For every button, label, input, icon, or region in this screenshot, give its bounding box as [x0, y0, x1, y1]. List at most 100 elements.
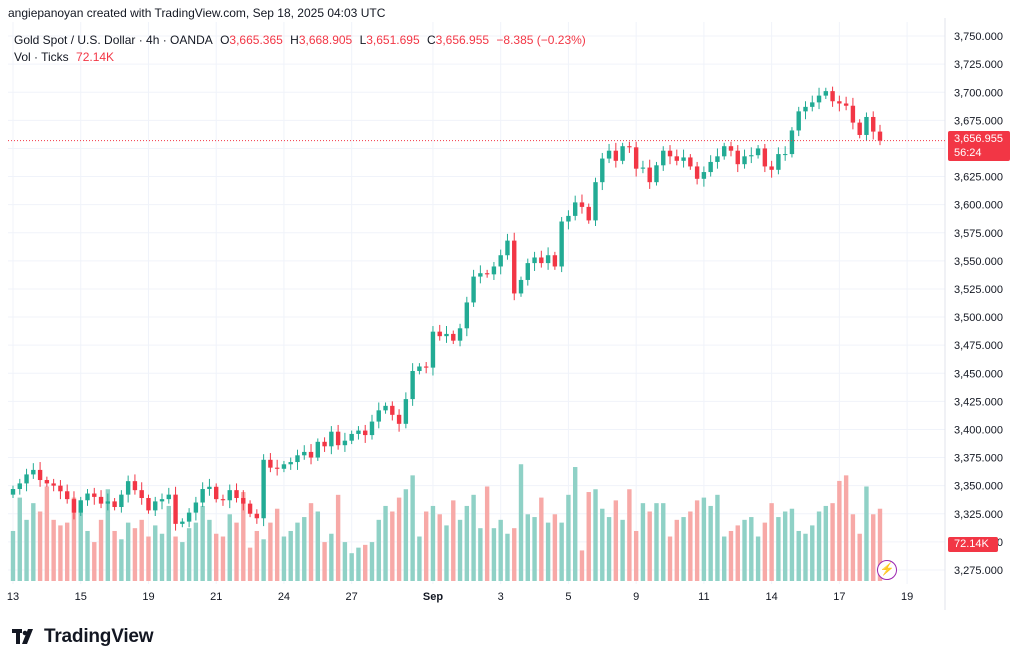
candle-body [586, 206, 591, 221]
tradingview-logo[interactable]: TradingView [12, 626, 154, 648]
price-tick-label: 3,725.000 [954, 59, 1003, 71]
candle-body [471, 276, 476, 303]
candle-body [593, 182, 598, 221]
volume-bar [356, 547, 361, 581]
lightning-icon[interactable]: ⚡ [877, 560, 897, 580]
symbol-name[interactable]: Gold Spot / U.S. Dollar · 4h · OANDA [14, 33, 213, 47]
volume-bar [722, 536, 727, 581]
price-tick-label: 3,550.000 [954, 256, 1003, 268]
volume-bar [186, 528, 192, 581]
volume-bar [843, 475, 849, 581]
candle-body [295, 455, 300, 463]
time-tick-label: 24 [278, 591, 290, 603]
candle-body [105, 501, 111, 504]
candle-body [180, 521, 185, 524]
candle-body [769, 166, 774, 170]
time-tick-label: 21 [210, 591, 222, 603]
candle-body [98, 496, 104, 504]
volume-bar [112, 530, 117, 581]
volume-bar [105, 489, 111, 581]
volume-bar [417, 536, 422, 581]
volume-bar [451, 500, 456, 581]
volume-bar [423, 511, 429, 581]
candle-body [17, 483, 22, 490]
price-tick-label: 3,450.000 [954, 368, 1003, 380]
volume-bar [715, 494, 720, 581]
price-axis[interactable]: 3,750.000 3,725.000 3,700.000 3,675.000 3,65… [954, 31, 1003, 577]
candle-body [512, 240, 517, 294]
volume-bar [857, 533, 862, 581]
volume-bar [647, 511, 652, 581]
candle-body [701, 172, 707, 179]
time-tick-label: 13 [7, 591, 19, 603]
candle-body [403, 399, 409, 424]
time-tick-label: 19 [142, 591, 154, 603]
time-axis[interactable]: 13 15 19 21 24 27 Sep 3 5 9 11 14 17 19 [7, 591, 913, 603]
candle-body [742, 156, 747, 165]
candle-body [708, 161, 713, 173]
volume-bar [254, 530, 260, 581]
candle-body [600, 158, 605, 183]
candle-body [654, 165, 659, 183]
volume-label[interactable]: Vol · Ticks [14, 50, 69, 64]
candle-body [566, 215, 571, 222]
candle-body [302, 451, 307, 456]
volume-bar [430, 505, 436, 581]
volume-bar [579, 550, 585, 581]
volume-bar [694, 500, 700, 581]
volume-bar [24, 519, 29, 581]
volume-bar [92, 542, 97, 581]
volume-bar [335, 494, 341, 581]
candle-body [200, 489, 205, 503]
volume-bar [444, 525, 449, 581]
candle-body [776, 154, 781, 170]
time-tick-label: 9 [633, 591, 639, 603]
candle-body [71, 499, 77, 513]
candle-body [227, 490, 232, 501]
price-tick-label: 3,675.000 [954, 115, 1003, 127]
volume-bar [261, 539, 266, 581]
volume-bar [796, 530, 801, 581]
volume-bar [864, 486, 869, 581]
volume-bar [98, 519, 104, 581]
candle-body [478, 273, 483, 277]
volume-bar [572, 467, 578, 581]
candle-body [159, 499, 165, 502]
volume-bar [539, 497, 544, 581]
time-tick-label: 3 [498, 591, 504, 603]
candle-body [254, 513, 260, 519]
volume-bar [220, 536, 226, 581]
volume-bar [180, 542, 185, 581]
volume-bar [532, 517, 537, 581]
candle-body [342, 440, 348, 446]
volume-bar [396, 497, 402, 581]
volume-bar [654, 503, 659, 581]
candle-body [518, 279, 524, 294]
candle-body [735, 150, 740, 165]
volume-bar [749, 517, 754, 581]
candle-body [214, 486, 219, 500]
candle-body [85, 493, 90, 501]
bar-countdown: 56:24 [954, 147, 982, 159]
volume-bar [376, 519, 381, 581]
volume-bar [153, 525, 158, 581]
candle-body [329, 431, 334, 447]
author-credit: angiepanoyan created with TradingView.co… [8, 6, 386, 20]
time-tick-label: 5 [565, 591, 571, 603]
time-tick-label: 17 [833, 591, 845, 603]
candle-body [444, 333, 449, 337]
candle-body [789, 130, 795, 155]
price-tick-label: 3,425.000 [954, 396, 1003, 408]
candle-body [491, 266, 497, 275]
candle-body [552, 255, 558, 267]
candle-body [24, 474, 29, 484]
candle-body [390, 405, 395, 415]
candle-body [877, 131, 883, 141]
candle-body [816, 95, 822, 103]
candle-body [782, 154, 788, 156]
price-tick-label: 3,400.000 [954, 424, 1003, 436]
volume-bar [315, 511, 321, 581]
volume-bar [735, 525, 740, 581]
candle-body [559, 221, 564, 267]
